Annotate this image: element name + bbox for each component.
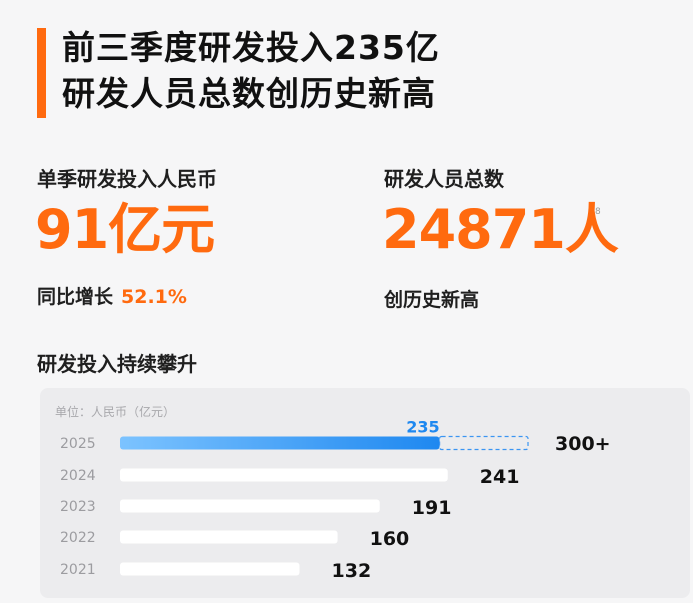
- section-title: 研发投入持续攀升: [37, 352, 197, 376]
- projection-label: 300+: [555, 433, 611, 455]
- headline: 前三季度研发投入235亿 研发人员总数创历史新高: [62, 25, 440, 117]
- bar-2022: [120, 530, 338, 544]
- stat-sub-growth: 同比增长 52.1%: [37, 282, 187, 309]
- growth-label: 同比增长: [37, 286, 114, 308]
- growth-value: 52.1%: [121, 286, 187, 308]
- bar-value-label: 241: [480, 466, 520, 488]
- bar-value-label: 235: [406, 418, 439, 437]
- stat-label-rd-quarterly: 单季研发投入人民币: [37, 167, 217, 191]
- bar-value-label: 160: [370, 528, 410, 550]
- chart-unit-label: 单位：人民币（亿元）: [55, 404, 175, 419]
- headline-line-1: 前三季度研发投入235亿: [62, 28, 440, 67]
- footnote-marker: 8: [595, 207, 601, 217]
- year-tick-label: 2021: [60, 562, 96, 578]
- stat-value-rd-staff: 24871人: [382, 198, 619, 261]
- projection-bar: [439, 435, 529, 451]
- year-tick-label: 2025: [60, 436, 96, 452]
- year-tick-label: 2023: [60, 499, 96, 515]
- bar-value-label: 191: [412, 497, 452, 519]
- rd-investment-chart: 单位：人民币（亿元） 2025 235 300+ 2024 241 2023 191 2022 1…: [55, 404, 611, 582]
- stat-label-rd-staff: 研发人员总数: [384, 167, 504, 191]
- stat-value-rd-quarterly: 91亿元: [35, 198, 215, 261]
- bar-2023: [120, 499, 380, 513]
- bar-value-label: 132: [332, 560, 372, 582]
- bar-2021: [120, 562, 300, 576]
- chart-panel: 单位：人民币（亿元） 2025 235 300+ 2024 241 2023 191 2022 1…: [40, 388, 690, 598]
- year-tick-label: 2024: [60, 468, 96, 484]
- headline-line-2: 研发人员总数创历史新高: [62, 74, 436, 113]
- bar-2024: [120, 468, 448, 482]
- stat-sub-record: 创历史新高: [384, 289, 480, 311]
- bar-2025: [120, 436, 440, 450]
- year-tick-label: 2022: [60, 530, 96, 546]
- headline-accent-bar: [37, 28, 46, 118]
